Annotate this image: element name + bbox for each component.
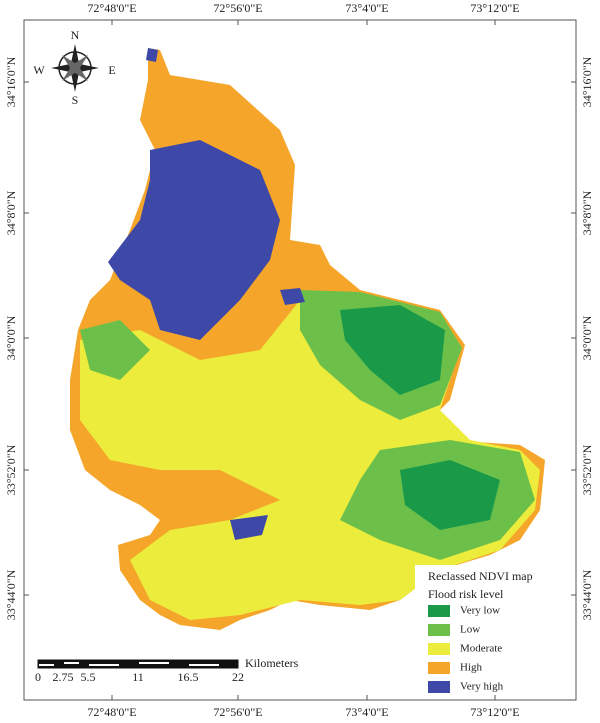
scale-segment bbox=[189, 664, 219, 666]
latitude-label: 33°44'0"N bbox=[580, 569, 594, 620]
longitude-label: 73°4'0"E bbox=[345, 705, 388, 719]
longitude-label: 73°4'0"E bbox=[345, 1, 388, 15]
scale-segment bbox=[64, 662, 79, 664]
longitude-label: 72°48'0"E bbox=[87, 705, 136, 719]
latitude-label: 34°16'0"N bbox=[580, 56, 594, 107]
legend-title: Reclassed NDVI map bbox=[428, 569, 533, 583]
scale-label: 5.5 bbox=[81, 670, 96, 684]
low-zone bbox=[80, 320, 150, 380]
compass-south: S bbox=[72, 93, 79, 107]
latitude-label: 34°8'0"N bbox=[580, 190, 594, 235]
latitude-label: 33°44'0"N bbox=[4, 569, 18, 620]
very-low-zone bbox=[400, 460, 500, 530]
latitude-label: 34°0'0"N bbox=[4, 315, 18, 360]
latitude-label: 33°52'0"N bbox=[580, 444, 594, 495]
longitude-label: 72°56'0"E bbox=[213, 705, 262, 719]
scale-label: 22 bbox=[232, 670, 244, 684]
very-high-zone bbox=[146, 48, 158, 62]
legend-label: Low bbox=[460, 624, 480, 636]
scale-label: 2.75 bbox=[53, 670, 74, 684]
scale-segment bbox=[39, 664, 54, 666]
legend-subtitle: Flood risk level bbox=[428, 587, 504, 601]
legend-swatch bbox=[428, 605, 450, 617]
compass-west: W bbox=[33, 63, 45, 77]
scale-label: 11 bbox=[132, 670, 144, 684]
legend-label: High bbox=[460, 662, 483, 674]
compass-east: E bbox=[108, 63, 115, 77]
legend-label: Very low bbox=[460, 605, 500, 617]
legend-swatch bbox=[428, 624, 450, 636]
scale-segment bbox=[139, 662, 169, 664]
legend-swatch bbox=[428, 662, 450, 674]
very-high-zone bbox=[230, 515, 268, 540]
latitude-label: 34°8'0"N bbox=[4, 190, 18, 235]
scale-segment bbox=[89, 664, 119, 666]
scale-label: 0 bbox=[35, 670, 41, 684]
compass bbox=[51, 44, 99, 92]
latitude-label: 34°16'0"N bbox=[4, 56, 18, 107]
latitude-label: 33°52'0"N bbox=[4, 444, 18, 495]
legend-label: Very high bbox=[460, 681, 504, 693]
longitude-label: 72°56'0"E bbox=[213, 1, 262, 15]
region bbox=[70, 48, 545, 630]
longitude-label: 72°48'0"E bbox=[87, 1, 136, 15]
latitude-label: 34°0'0"N bbox=[580, 315, 594, 360]
scale-unit: Kilometers bbox=[245, 656, 299, 670]
scale-label: 16.5 bbox=[178, 670, 199, 684]
very-high-zone bbox=[108, 140, 280, 340]
longitude-label: 73°12'0"E bbox=[470, 705, 519, 719]
very-high-zone bbox=[280, 288, 305, 305]
legend-swatch bbox=[428, 643, 450, 655]
compass-north: N bbox=[71, 28, 80, 42]
longitude-label: 73°12'0"E bbox=[470, 1, 519, 15]
legend-label: Moderate bbox=[460, 643, 502, 655]
very-low-zone bbox=[340, 305, 445, 395]
legend-swatch bbox=[428, 681, 450, 693]
